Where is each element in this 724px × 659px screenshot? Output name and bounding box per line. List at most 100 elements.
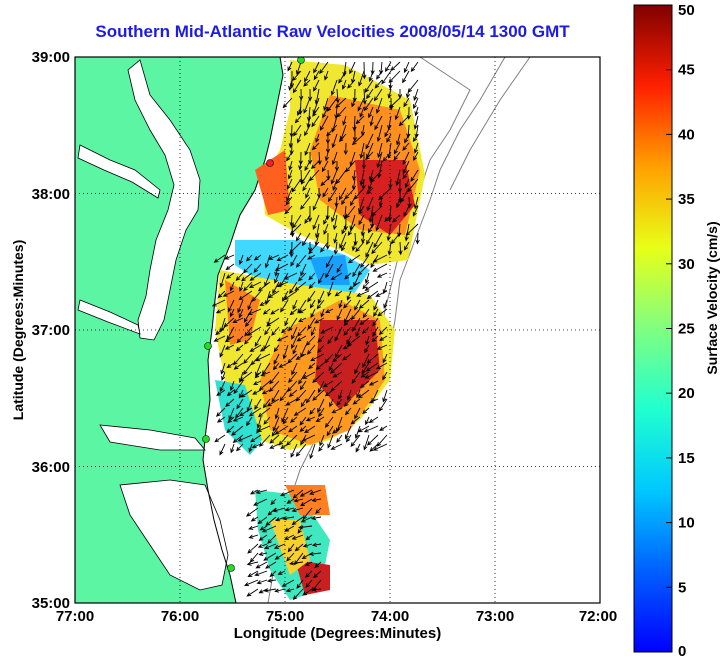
velocity-arrow xyxy=(250,434,262,443)
velocity-arrow xyxy=(382,371,388,381)
velocity-arrow xyxy=(280,299,289,313)
velocity-arrow xyxy=(359,142,365,159)
velocity-arrow xyxy=(366,290,379,300)
velocity-arrow xyxy=(227,416,235,424)
velocity-arrow xyxy=(257,281,271,292)
velocity-arrow xyxy=(300,398,307,408)
velocity-arrow xyxy=(395,169,401,187)
velocity-arrow xyxy=(304,425,316,434)
velocity-arrow xyxy=(317,290,325,305)
velocity-arrow xyxy=(366,88,374,100)
velocity-arrow xyxy=(309,407,316,415)
velocity-arrow xyxy=(258,588,268,594)
velocity-arrow xyxy=(275,516,286,522)
velocity-arrow xyxy=(299,489,313,497)
velocity-arrow xyxy=(269,434,280,444)
velocity-arrow xyxy=(233,362,244,370)
velocity-arrow xyxy=(248,443,253,453)
velocity-arrow xyxy=(355,241,365,253)
velocity-arrow xyxy=(364,79,374,93)
velocity-arrow xyxy=(366,196,374,212)
velocity-arrow xyxy=(245,507,259,517)
velocity-arrow xyxy=(259,344,271,352)
velocity-arrow xyxy=(244,579,259,587)
velocity-arrow xyxy=(376,151,383,169)
radar-site-marker xyxy=(266,159,274,167)
velocity-arrow xyxy=(269,570,277,578)
velocity-arrow xyxy=(405,223,419,236)
velocity-arrow xyxy=(291,516,304,526)
velocity-arrow xyxy=(292,299,298,310)
colorbar-tick-label: 40 xyxy=(678,126,695,143)
velocity-arrow xyxy=(298,317,307,322)
velocity-arrow xyxy=(320,308,325,318)
velocity-arrow xyxy=(270,498,277,506)
velocity-arrow xyxy=(252,389,262,395)
velocity-arrow xyxy=(355,115,365,125)
velocity-arrow xyxy=(364,272,370,284)
velocity-arrow xyxy=(241,272,253,282)
velocity-arrow xyxy=(270,308,280,315)
velocity-arrow xyxy=(375,362,388,370)
velocity-arrow xyxy=(398,241,403,256)
velocity-arrow xyxy=(219,443,226,456)
colorbar: 0 5 10 15 20 25 30 35 40 45 50 xyxy=(633,2,695,659)
velocity-arrow xyxy=(336,308,343,321)
velocity-arrow xyxy=(242,263,253,274)
velocity-arrow xyxy=(377,142,383,159)
velocity-arrow xyxy=(265,561,277,569)
velocity-arrow xyxy=(307,290,316,303)
velocity-arrow xyxy=(310,160,320,170)
velocity-arrow xyxy=(319,434,325,447)
velocity-arrow xyxy=(276,281,289,288)
velocity-arrow xyxy=(347,79,356,89)
velocity-arrow xyxy=(314,561,322,569)
velocity-arrow xyxy=(338,299,343,309)
velocity-arrow xyxy=(311,142,320,151)
velocity-arrow xyxy=(235,272,244,282)
velocity-arrow xyxy=(365,362,379,372)
velocity-arrow xyxy=(349,61,356,75)
velocity-arrow xyxy=(310,308,316,319)
velocity-arrow xyxy=(372,326,379,338)
velocity-arrow xyxy=(253,498,268,506)
velocity-arrow xyxy=(341,196,347,206)
velocity-arrow xyxy=(302,232,311,247)
velocity-arrow xyxy=(296,579,304,589)
colorbar-gradient xyxy=(633,4,673,653)
potomac-river xyxy=(77,144,161,199)
velocity-arrow xyxy=(217,290,226,299)
velocity-arrow xyxy=(304,570,313,578)
velocity-arrow xyxy=(221,371,226,381)
velocity-arrow xyxy=(318,272,325,285)
velocity-arrow xyxy=(324,389,334,397)
velocity-arrow xyxy=(364,371,379,379)
velocity-arrow xyxy=(232,416,244,422)
velocity-arrow xyxy=(247,299,253,311)
velocity-arrow xyxy=(346,389,352,401)
velocity-arrow xyxy=(362,407,370,415)
velocity-arrow xyxy=(414,106,419,117)
velocity-arrow xyxy=(352,169,357,181)
y-tick-label: 35:00 xyxy=(32,595,70,612)
velocity-arrow xyxy=(304,124,311,137)
velocity-arrow xyxy=(341,223,347,235)
chesapeake-bay xyxy=(127,59,201,341)
velocity-arrow xyxy=(362,88,367,105)
velocity-arrow xyxy=(319,115,329,131)
velocity-arrow xyxy=(360,232,366,244)
velocity-arrow xyxy=(324,151,329,162)
velocity-arrow xyxy=(317,380,325,394)
velocity-arrow xyxy=(355,326,361,338)
velocity-arrow xyxy=(251,290,262,302)
velocity-arrow xyxy=(326,169,331,181)
velocity-arrow xyxy=(374,115,383,131)
velocity-arrow xyxy=(292,70,302,82)
velocity-arrow xyxy=(376,344,388,350)
velocity-arrow xyxy=(254,398,262,410)
velocity-arrow xyxy=(310,326,316,337)
velocity-arrow xyxy=(386,223,392,242)
velocity-arrow xyxy=(364,344,370,354)
velocity-arrow xyxy=(333,232,338,244)
velocity-arrow xyxy=(226,362,235,369)
